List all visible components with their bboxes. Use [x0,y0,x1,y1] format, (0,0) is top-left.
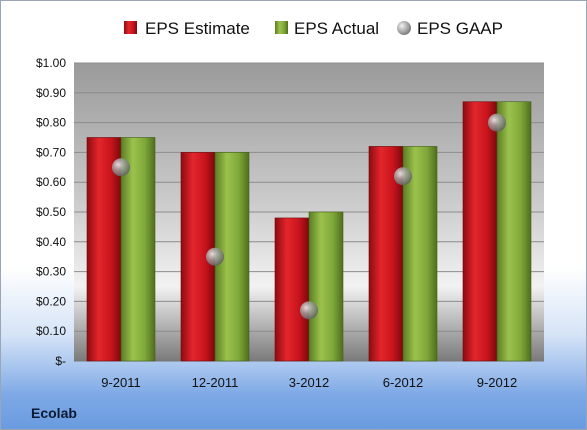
legend-swatch-eps-gaap [397,21,411,35]
legend-label-eps-actual: EPS Actual [294,19,379,38]
marker-eps-gaap [206,247,224,266]
marker-eps-gaap [300,301,318,320]
y-tick-label: $0.30 [36,265,66,279]
marker-eps-gaap [488,113,506,132]
legend: EPS Estimate EPS Actual EPS GAAP [124,19,503,38]
x-tick-label: 9-2012 [477,375,517,390]
marker-eps-gaap [112,158,130,177]
marker-eps-gaap [394,167,412,186]
y-tick-label: $1.00 [36,56,66,70]
gaap-markers [112,113,506,320]
y-tick-label: $0.70 [36,145,66,159]
bar-eps-actual [308,211,344,362]
y-tick-label: $0.20 [36,294,66,308]
bars [86,101,532,362]
company-label: Ecolab [31,405,77,421]
y-tick-label: $0.60 [36,175,66,189]
x-axis-ticks: 9-2011 12-2011 3-2012 6-2012 9-2012 [101,375,517,390]
x-tick-label: 9-2011 [101,375,141,390]
legend-label-eps-gaap: EPS GAAP [417,19,503,38]
y-tick-label: $0.40 [36,235,66,249]
y-axis-ticks: $- $0.10 $0.20 $0.30 $0.40 $0.50 $0.60 $0.70 $0.… [36,56,66,368]
x-tick-label: 6-2012 [383,375,423,390]
bar-eps-actual [496,101,532,362]
y-tick-label: $- [55,354,66,368]
legend-swatch-eps-estimate [124,21,137,34]
x-tick-label: 3-2012 [289,375,329,390]
bar-eps-actual [120,137,156,362]
y-tick-label: $0.10 [36,324,66,338]
y-tick-label: $0.90 [36,86,66,100]
x-tick-label: 12-2011 [192,375,239,390]
bar-eps-estimate [462,101,498,362]
y-tick-label: $0.80 [36,116,66,130]
legend-swatch-eps-actual [275,21,288,34]
y-tick-label: $0.50 [36,205,66,219]
legend-label-eps-estimate: EPS Estimate [145,19,250,38]
bar-eps-estimate [274,217,310,362]
